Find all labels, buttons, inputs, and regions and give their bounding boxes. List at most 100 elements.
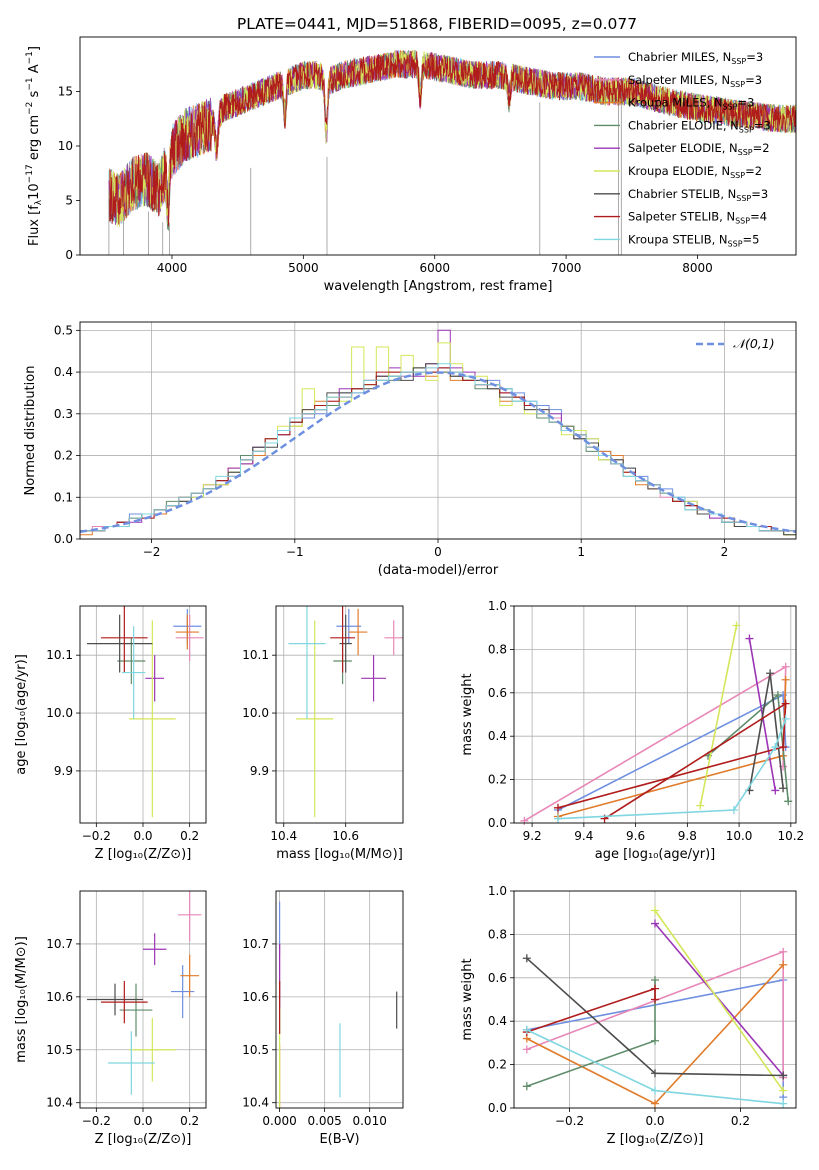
x-axis-label: (data-model)/error: [378, 563, 499, 578]
x-tick-label: 6000: [419, 261, 450, 275]
legend-label: Salpeter ELODIE, NSSP=2: [628, 141, 770, 157]
y-tick-label: 10.7: [46, 937, 73, 951]
y-tick-label: 10.0: [242, 706, 269, 720]
weight-point-marker: [784, 797, 793, 806]
errorbar-point: [129, 1018, 176, 1082]
x-tick-label: 10.2: [777, 829, 804, 843]
weight-series-line: [699, 625, 738, 806]
errorbar-point: [101, 980, 148, 1024]
errorbar-point: [119, 983, 153, 1037]
weight-point-marker: [651, 975, 659, 984]
legend-label: Kroupa STELIB, NSSP=5: [628, 232, 759, 248]
x-tick-label: 0: [434, 545, 442, 559]
y-tick-label: 9.9: [54, 764, 73, 778]
errorbar-point: [122, 626, 146, 719]
weight-point-marker: [553, 814, 562, 823]
x-tick-label: −2: [143, 545, 161, 559]
weight-point-marker: [779, 1099, 788, 1108]
mass_vs_Z-axes: −0.2 0.0 0.2 10.4 10.5 10.6 10.7 Z [log₁₀(Z/Z⊙)…: [14, 890, 207, 1147]
weight-series-line: [557, 679, 787, 818]
errorbar-point: [384, 620, 403, 656]
legend-label: Salpeter MILES, NSSP=3: [628, 73, 762, 89]
axes-frame: [79, 321, 797, 540]
errorbar-point: [108, 1031, 155, 1095]
y-tick-label: 0.1: [54, 490, 73, 504]
figure-title: PLATE=0441, MJD=51868, FIBERID=0095, z=0…: [237, 15, 637, 33]
errorbar-point: [330, 606, 355, 673]
errorbar-point: [180, 954, 199, 997]
weight-series-line: [523, 665, 787, 822]
x-tick-label: 5000: [288, 261, 319, 275]
axes-frame: [79, 890, 207, 1109]
x-tick-label: 0.0: [133, 1114, 152, 1128]
y-tick-label: 0.3: [54, 407, 73, 421]
x-axis-label: Z [log₁₀(Z/Z⊙)]: [95, 847, 192, 862]
x-tick-label: 7000: [551, 261, 582, 275]
weight-series-line: [557, 693, 787, 811]
x-tick-label: 0.005: [307, 1114, 341, 1128]
weight-point-marker: [651, 1036, 659, 1045]
legend-label: 𝒩(0,1): [733, 336, 775, 351]
weight-series-line: [748, 673, 784, 791]
weight-point-marker: [651, 1069, 659, 1078]
y-tick-label: 0.2: [488, 773, 507, 787]
legend-label: Chabrier MILES, NSSP=3: [628, 50, 763, 66]
errorbar-point: [175, 614, 204, 661]
x-tick-label: 0.0: [133, 829, 152, 843]
axes-frame: [275, 890, 404, 1109]
errorbar-point: [361, 655, 386, 702]
legend-label: Chabrier STELIB, NSSP=3: [628, 187, 768, 203]
x-tick-label: −0.2: [82, 829, 111, 843]
weight-point-marker: [522, 1025, 531, 1034]
x-tick-label: 9.2: [523, 829, 542, 843]
x-axis-label: wavelength [Angstrom, rest frame]: [324, 279, 553, 294]
weight-point-marker: [651, 995, 659, 1004]
axes-frame: [79, 36, 797, 256]
y-tick-label: 0.0: [488, 816, 507, 830]
errorbar-point: [87, 614, 153, 673]
errorbar-point: [87, 983, 143, 1016]
x-axis-label: mass [log₁₀(M/M⊙)]: [276, 847, 403, 862]
mass_vs_ebv-axes: 0.000 0.005 0.010 10.4 10.5 10.6 10.7 E(B-V): [242, 890, 404, 1147]
normal-reference-curve: [79, 371, 797, 533]
weight-point-marker: [771, 786, 780, 795]
weight-point-marker: [520, 816, 529, 825]
weight-point-marker: [781, 699, 790, 708]
axes-frame: [275, 605, 404, 824]
y-axis-label: Normed distribution: [23, 366, 38, 496]
y-tick-label: 10.0: [46, 706, 73, 720]
y-axis-label: Flux [fλ10−17 erg cm−2 s−1 A−1]: [25, 46, 44, 246]
weight-point-marker: [651, 984, 659, 993]
legend-label: Kroupa MILES, NSSP=3: [628, 96, 754, 112]
y-tick-label: 10.4: [46, 1096, 73, 1110]
y-tick-label: 0.0: [488, 1101, 507, 1115]
errorbar-point: [129, 620, 176, 818]
errorbar-point: [296, 620, 334, 818]
weight-point-marker: [781, 714, 790, 723]
weight-point-marker: [779, 1086, 788, 1095]
x-tick-label: 0.2: [180, 1114, 199, 1128]
weight-point-marker: [522, 1045, 531, 1054]
x-tick-label: −1: [286, 545, 304, 559]
errorbar-point: [101, 606, 148, 673]
x-tick-label: −0.2: [82, 1114, 111, 1128]
legend-label: Kroupa ELODIE, NSSP=2: [628, 164, 762, 180]
weight-series-line: [557, 718, 787, 820]
x-tick-label: 0.010: [352, 1114, 386, 1128]
errorbar-point: [339, 614, 352, 673]
mass_weight_vs_age-axes: 9.2 9.4 9.6 9.8 10.0 10.2 0.0 0.2 0.4 0.6 0.8 1.0 ag…: [460, 599, 804, 862]
y-tick-label: 10: [58, 139, 73, 153]
weight-series-line: [557, 702, 787, 820]
x-tick-label: 1: [577, 545, 585, 559]
age_vs_Z-axes: −0.2 0.0 0.2 9.9 10.0 10.1 Z [log₁₀(Z/Z⊙)] age …: [14, 605, 207, 862]
y-tick-label: 10.5: [46, 1043, 73, 1057]
errorbar-point: [348, 608, 368, 656]
errorbar-point: [145, 655, 164, 702]
y-tick-label: 10.6: [242, 990, 269, 1004]
errorbar-point: [178, 891, 202, 942]
x-tick-label: 10.0: [726, 829, 753, 843]
x-tick-label: −0.2: [555, 1114, 584, 1128]
weight-point-marker: [729, 805, 738, 814]
residuals-axes: −2 −1 0 1 2 0.0 0.1 0.2 0.3 0.4 0.5 (data-model)/er…: [23, 321, 797, 578]
